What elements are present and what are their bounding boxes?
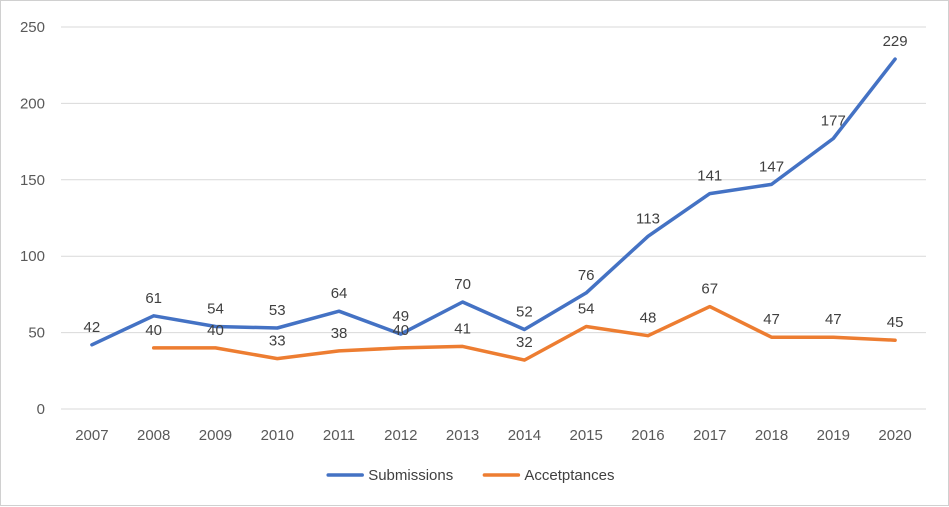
data-label: 54 — [578, 300, 595, 317]
series-lines — [90, 57, 897, 362]
data-label: 113 — [636, 210, 660, 227]
x-tick-label: 2011 — [323, 427, 355, 444]
y-tick-label: 50 — [28, 325, 45, 342]
x-axis-ticks: 2007 2008 2009 2010 2011 2012 2013 2014 2015 2016… — [75, 427, 912, 444]
data-label: 52 — [516, 304, 533, 321]
data-label: 40 — [207, 322, 224, 339]
x-tick-label: 2012 — [384, 427, 417, 444]
x-tick-label: 2009 — [199, 427, 232, 444]
data-labels: 42 61 54 53 64 49 70 52 76 113 141 147 177 229 40 40 33 3… — [84, 33, 908, 351]
data-label: 48 — [640, 310, 657, 327]
x-tick-label: 2008 — [137, 427, 170, 444]
data-label: 32 — [516, 334, 533, 351]
data-label: 61 — [145, 290, 162, 307]
data-label: 38 — [331, 325, 348, 342]
data-label: 53 — [269, 302, 286, 319]
x-tick-label: 2016 — [631, 427, 664, 444]
y-tick-label: 250 — [20, 19, 45, 36]
data-label: 177 — [821, 113, 846, 130]
x-tick-label: 2015 — [569, 427, 602, 444]
data-label: 141 — [697, 168, 722, 185]
y-tick-label: 100 — [20, 248, 45, 265]
data-label: 70 — [454, 276, 471, 293]
data-label: 42 — [84, 319, 101, 336]
data-label: 54 — [207, 300, 224, 317]
y-tick-label: 200 — [20, 95, 45, 112]
data-label: 33 — [269, 333, 286, 350]
gridlines — [61, 26, 926, 410]
x-tick-label: 2018 — [755, 427, 788, 444]
x-tick-label: 2020 — [878, 427, 911, 444]
x-tick-label: 2013 — [446, 427, 479, 444]
y-tick-label: 150 — [20, 172, 45, 189]
legend-label: Submissions — [368, 467, 453, 484]
series-line-accetptances — [151, 304, 897, 362]
legend: Submissions Accetptances — [326, 467, 614, 484]
data-label: 40 — [145, 322, 162, 339]
data-label: 47 — [763, 311, 780, 328]
legend-label: Accetptances — [524, 467, 614, 484]
series-line-submissions — [90, 57, 897, 347]
data-label: 64 — [331, 285, 348, 302]
data-label: 76 — [578, 267, 595, 284]
data-label: 49 — [392, 308, 409, 325]
x-tick-label: 2010 — [261, 427, 294, 444]
x-tick-label: 2007 — [75, 427, 108, 444]
data-label: 67 — [701, 281, 718, 298]
x-tick-label: 2019 — [817, 427, 850, 444]
data-label: 41 — [454, 320, 471, 337]
x-tick-label: 2014 — [508, 427, 541, 444]
data-label: 45 — [887, 314, 904, 331]
data-label: 229 — [883, 33, 908, 50]
data-label: 47 — [825, 311, 842, 328]
y-axis-ticks: 0 50 100 150 200 250 — [20, 19, 45, 418]
data-label: 40 — [392, 322, 409, 339]
x-tick-label: 2017 — [693, 427, 726, 444]
y-tick-label: 0 — [37, 401, 45, 418]
data-label: 147 — [759, 158, 784, 175]
